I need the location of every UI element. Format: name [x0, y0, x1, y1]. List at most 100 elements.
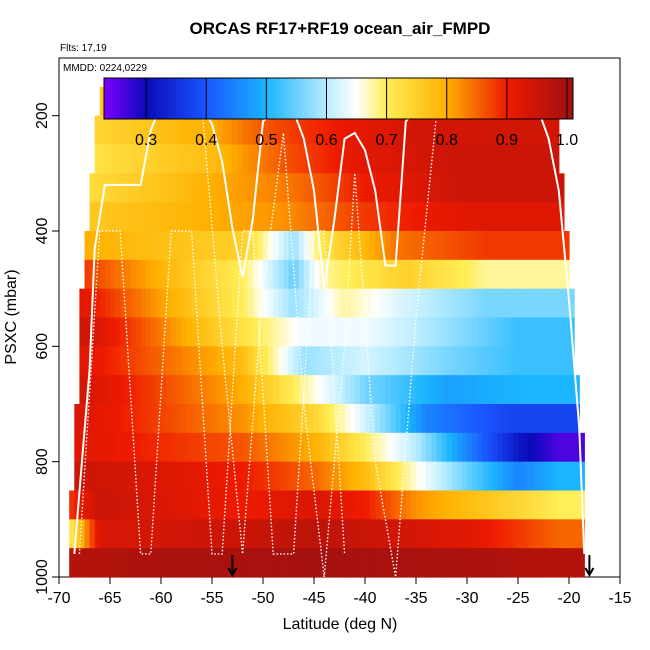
heatmap-cell	[502, 548, 509, 578]
heatmap-cell	[523, 432, 529, 463]
heatmap-cell	[451, 202, 458, 232]
heatmap-cell	[191, 519, 198, 549]
heatmap-cell	[319, 288, 325, 319]
heatmap-cell	[344, 432, 351, 463]
heatmap-cell	[344, 173, 351, 203]
heatmap-cell	[273, 346, 279, 376]
heatmap-cell	[206, 202, 213, 232]
heatmap-cell	[400, 375, 407, 405]
heatmap-cell	[446, 404, 453, 434]
heatmap-cell	[344, 519, 351, 549]
heatmap-cell	[222, 288, 228, 319]
heatmap-cell	[79, 404, 86, 434]
heatmap-cell	[461, 231, 468, 261]
heatmap-cell	[155, 202, 162, 232]
heatmap-cell	[293, 490, 300, 520]
heatmap-cell	[390, 519, 397, 549]
heatmap-cell	[349, 432, 356, 463]
heatmap-cell	[436, 231, 443, 261]
heatmap-cell	[538, 519, 545, 549]
heatmap-cell	[130, 548, 137, 578]
heatmap-cell	[416, 490, 422, 520]
heatmap-cell	[150, 115, 157, 146]
colorbar-gradient	[103, 77, 574, 120]
heatmap-cell	[543, 404, 550, 434]
heatmap-cell	[84, 519, 91, 549]
heatmap-cell	[507, 288, 514, 319]
heatmap-cell	[426, 115, 432, 146]
heatmap-cell	[365, 375, 371, 405]
heatmap-cell	[436, 288, 443, 319]
heatmap-cell	[451, 317, 458, 347]
heatmap-cell	[518, 461, 524, 492]
heatmap-cell	[538, 202, 545, 232]
heatmap-cell	[120, 231, 126, 261]
heatmap-cell	[380, 461, 386, 492]
heatmap-cell	[390, 375, 397, 405]
heatmap-cell	[553, 548, 560, 578]
heatmap-cell	[446, 173, 453, 203]
heatmap-cell	[543, 231, 550, 261]
heatmap-cell	[257, 202, 264, 232]
heatmap-cell	[171, 432, 177, 463]
heatmap-cell	[359, 404, 366, 434]
heatmap-cell	[125, 346, 131, 376]
heatmap-cell	[161, 202, 167, 232]
heatmap-cell	[283, 519, 290, 549]
heatmap-cell	[548, 375, 555, 405]
heatmap-cell	[247, 144, 254, 174]
dates-label: MMDD: 0224,0229	[63, 63, 147, 74]
heatmap-cell	[507, 317, 514, 347]
heatmap-cell	[115, 115, 121, 146]
heatmap-cell	[365, 259, 371, 290]
heatmap-cell	[512, 144, 519, 174]
heatmap-cell	[441, 432, 448, 463]
heatmap-cell	[237, 548, 244, 578]
heatmap-cell	[181, 375, 188, 405]
heatmap-cell	[482, 115, 488, 146]
heatmap-cell	[558, 317, 565, 347]
heatmap-cell	[110, 115, 116, 146]
heatmap-cell	[171, 144, 177, 174]
heatmap-cell	[441, 375, 448, 405]
heatmap-cell	[273, 490, 279, 520]
heatmap-cell	[390, 490, 397, 520]
heatmap-cell	[405, 461, 412, 492]
heatmap-cell	[569, 346, 575, 376]
heatmap-cell	[206, 144, 213, 174]
heatmap-cell	[441, 231, 448, 261]
heatmap-cell	[89, 231, 96, 261]
heatmap-cell	[308, 259, 315, 290]
heatmap-cell	[400, 548, 407, 578]
heatmap-cell	[359, 202, 366, 232]
heatmap-cell	[212, 259, 218, 290]
heatmap-cell	[400, 202, 407, 232]
heatmap-cell	[242, 144, 249, 174]
heatmap-cell	[115, 288, 121, 319]
heatmap-cell	[196, 490, 203, 520]
heatmap-cell	[212, 548, 218, 578]
heatmap-cell	[247, 404, 254, 434]
heatmap-cell	[166, 202, 172, 232]
heatmap-cell	[482, 231, 488, 261]
heatmap-cell	[115, 259, 121, 290]
heatmap-cell	[574, 404, 580, 434]
heatmap-cell	[257, 317, 264, 347]
heatmap-cell	[421, 375, 427, 405]
heatmap-cell	[553, 259, 560, 290]
heatmap-cell	[339, 115, 346, 146]
heatmap-cell	[135, 519, 142, 549]
heatmap-cell	[155, 346, 162, 376]
heatmap-cell	[380, 173, 386, 203]
heatmap-cell	[247, 288, 254, 319]
heatmap-cell	[329, 259, 335, 290]
heatmap-cell	[94, 231, 101, 261]
heatmap-cell	[278, 115, 284, 146]
heatmap-cell	[370, 375, 376, 405]
heatmap-cell	[314, 519, 320, 549]
heatmap-cell	[390, 432, 397, 463]
heatmap-cell	[84, 231, 91, 261]
heatmap-cell	[303, 404, 310, 434]
heatmap-cell	[99, 231, 106, 261]
x-tick-label: -40	[353, 590, 376, 607]
